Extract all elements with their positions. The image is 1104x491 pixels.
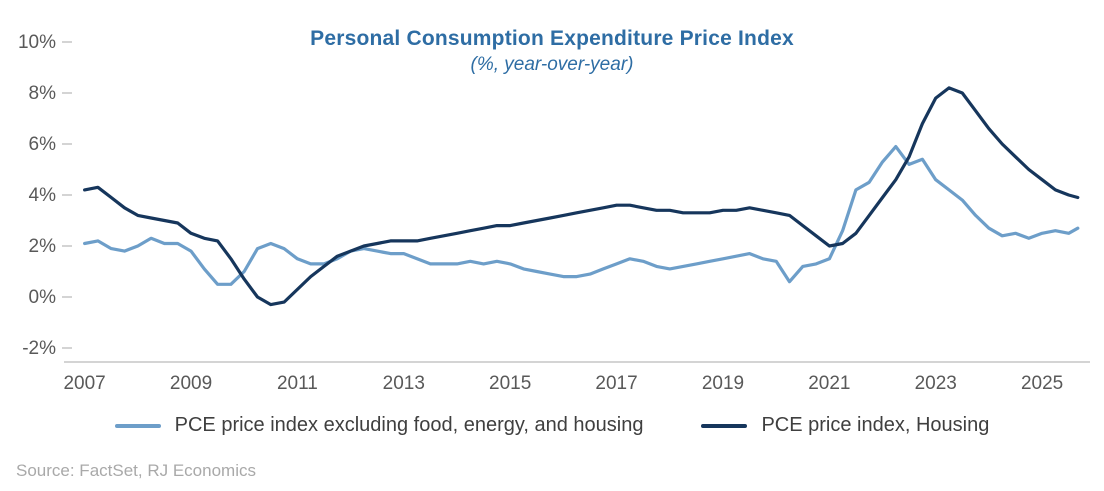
x-tick-label: 2017 xyxy=(595,373,637,394)
x-tick-label: 2011 xyxy=(277,373,318,394)
legend-swatch-core xyxy=(114,423,161,428)
x-tick-label: 2023 xyxy=(915,373,957,394)
legend-item-core: PCE price index excluding food, energy, … xyxy=(114,414,644,437)
legend-item-housing: PCE price index, Housing xyxy=(701,414,989,437)
x-tick-label: 2021 xyxy=(808,373,850,394)
legend-label-housing: PCE price index, Housing xyxy=(761,414,990,436)
y-tick-label: -2% xyxy=(22,338,56,359)
series-line-core xyxy=(83,145,1080,286)
x-tick-label: 2015 xyxy=(489,373,531,394)
legend-label-core: PCE price index excluding food, energy, … xyxy=(174,414,644,436)
y-tick-label: 0% xyxy=(29,287,57,308)
x-tick-label: 2019 xyxy=(702,373,744,394)
y-tick-label: 2% xyxy=(29,236,57,257)
chart-svg: -2% 0% 2% 4% 6% 8% 10% 2007 2009 2011 2013 2015 2017… xyxy=(18,32,1090,394)
x-tick-label: 2009 xyxy=(170,373,212,394)
chart-title: Personal Consumption Expenditure Price I… xyxy=(310,27,794,50)
y-tick-label: 10% xyxy=(18,32,56,53)
x-tick-label: 2025 xyxy=(1021,373,1063,394)
legend-swatch-housing xyxy=(701,423,748,428)
y-tick-label: 4% xyxy=(29,185,57,206)
x-tick-label: 2007 xyxy=(63,373,105,394)
chart-subtitle: (%, year-over-year) xyxy=(470,54,634,75)
y-tick-label: 8% xyxy=(29,83,57,104)
y-tick-label: 6% xyxy=(29,134,57,155)
legend: PCE price index excluding food, energy, … xyxy=(0,414,1104,437)
series-line-housing xyxy=(83,86,1080,307)
x-tick-label: 2013 xyxy=(383,373,425,394)
source-note: Source: FactSet, RJ Economics xyxy=(16,461,256,480)
